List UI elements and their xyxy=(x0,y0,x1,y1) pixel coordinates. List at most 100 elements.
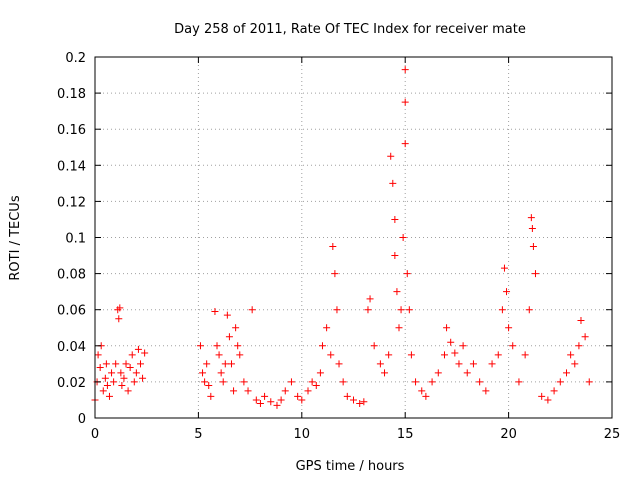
data-point xyxy=(428,378,436,386)
data-point xyxy=(515,378,523,386)
data-point xyxy=(335,360,343,368)
data-point xyxy=(105,392,113,400)
data-point xyxy=(343,392,351,400)
data-point xyxy=(304,387,312,395)
data-point xyxy=(376,360,384,368)
data-point xyxy=(401,66,409,74)
data-point xyxy=(215,351,223,359)
data-point xyxy=(261,392,269,400)
data-point xyxy=(205,382,213,390)
x-tick-label: 20 xyxy=(500,427,517,442)
data-point xyxy=(395,324,403,332)
y-tick-label: 0.12 xyxy=(57,195,86,210)
data-point xyxy=(96,363,104,371)
data-point xyxy=(281,387,289,395)
data-point xyxy=(112,360,120,368)
data-point xyxy=(217,369,225,377)
data-point xyxy=(538,392,546,400)
data-point xyxy=(488,360,496,368)
data-point xyxy=(407,351,415,359)
data-point xyxy=(219,378,227,386)
data-point xyxy=(102,360,110,368)
data-point xyxy=(567,351,575,359)
x-tick-label: 25 xyxy=(604,427,621,442)
data-point xyxy=(252,396,260,404)
data-point xyxy=(393,288,401,296)
data-point xyxy=(459,342,467,350)
data-point xyxy=(469,360,477,368)
data-point xyxy=(531,270,539,278)
data-point xyxy=(422,392,430,400)
data-point xyxy=(527,214,535,222)
y-tick-label: 0.2 xyxy=(65,51,86,66)
data-point xyxy=(577,317,585,325)
data-point xyxy=(500,264,508,272)
chart-title: Day 258 of 2011, Rate Of TEC Index for r… xyxy=(174,22,526,37)
y-tick-label: 0.02 xyxy=(57,376,86,391)
data-point xyxy=(412,378,420,386)
data-point xyxy=(227,360,235,368)
data-point xyxy=(323,324,331,332)
data-point xyxy=(196,342,204,350)
x-axis-label: GPS time / hours xyxy=(296,459,405,474)
data-point xyxy=(240,378,248,386)
data-point xyxy=(440,351,448,359)
data-point xyxy=(443,324,451,332)
data-point xyxy=(136,360,144,368)
data-points xyxy=(91,66,593,409)
data-point xyxy=(232,324,240,332)
data-point xyxy=(211,308,219,316)
data-point xyxy=(356,400,364,408)
data-point xyxy=(451,349,459,357)
data-point xyxy=(575,342,583,350)
data-point xyxy=(234,342,242,350)
data-point xyxy=(248,306,256,314)
data-point xyxy=(498,306,506,314)
data-point xyxy=(389,179,397,187)
data-point xyxy=(550,387,558,395)
data-point xyxy=(124,387,132,395)
x-tick-label: 0 xyxy=(91,427,99,442)
data-point xyxy=(256,400,264,408)
data-point xyxy=(503,288,511,296)
data-point xyxy=(117,369,125,377)
data-point xyxy=(476,378,484,386)
data-point xyxy=(236,351,244,359)
data-point xyxy=(244,387,252,395)
y-tick-label: 0.14 xyxy=(57,159,86,174)
data-point xyxy=(207,392,215,400)
data-point xyxy=(199,369,207,377)
data-point xyxy=(141,349,149,357)
data-point xyxy=(370,342,378,350)
y-tick-label: 0.1 xyxy=(65,232,86,247)
data-point xyxy=(391,215,399,223)
data-point xyxy=(277,396,285,404)
data-point xyxy=(529,243,537,251)
data-point xyxy=(225,333,233,341)
data-point xyxy=(110,378,118,386)
data-point xyxy=(350,396,357,404)
data-point xyxy=(139,374,147,382)
data-point xyxy=(381,369,389,377)
data-point xyxy=(585,378,593,386)
x-tick-label: 10 xyxy=(294,427,311,442)
data-point xyxy=(267,398,275,406)
data-point xyxy=(556,378,564,386)
data-point xyxy=(230,387,238,395)
data-point xyxy=(434,369,442,377)
data-point xyxy=(463,369,471,377)
data-point xyxy=(120,374,128,382)
data-point xyxy=(418,387,426,395)
data-point xyxy=(122,360,130,368)
data-point xyxy=(203,360,211,368)
x-tick-label: 5 xyxy=(194,427,202,442)
data-point xyxy=(287,378,295,386)
data-point xyxy=(128,351,136,359)
y-tick-label: 0.18 xyxy=(57,87,86,102)
data-point xyxy=(294,392,302,400)
data-point xyxy=(130,378,138,386)
data-point xyxy=(447,338,455,346)
data-point xyxy=(101,374,109,382)
data-point xyxy=(397,306,405,314)
data-point xyxy=(391,252,399,260)
